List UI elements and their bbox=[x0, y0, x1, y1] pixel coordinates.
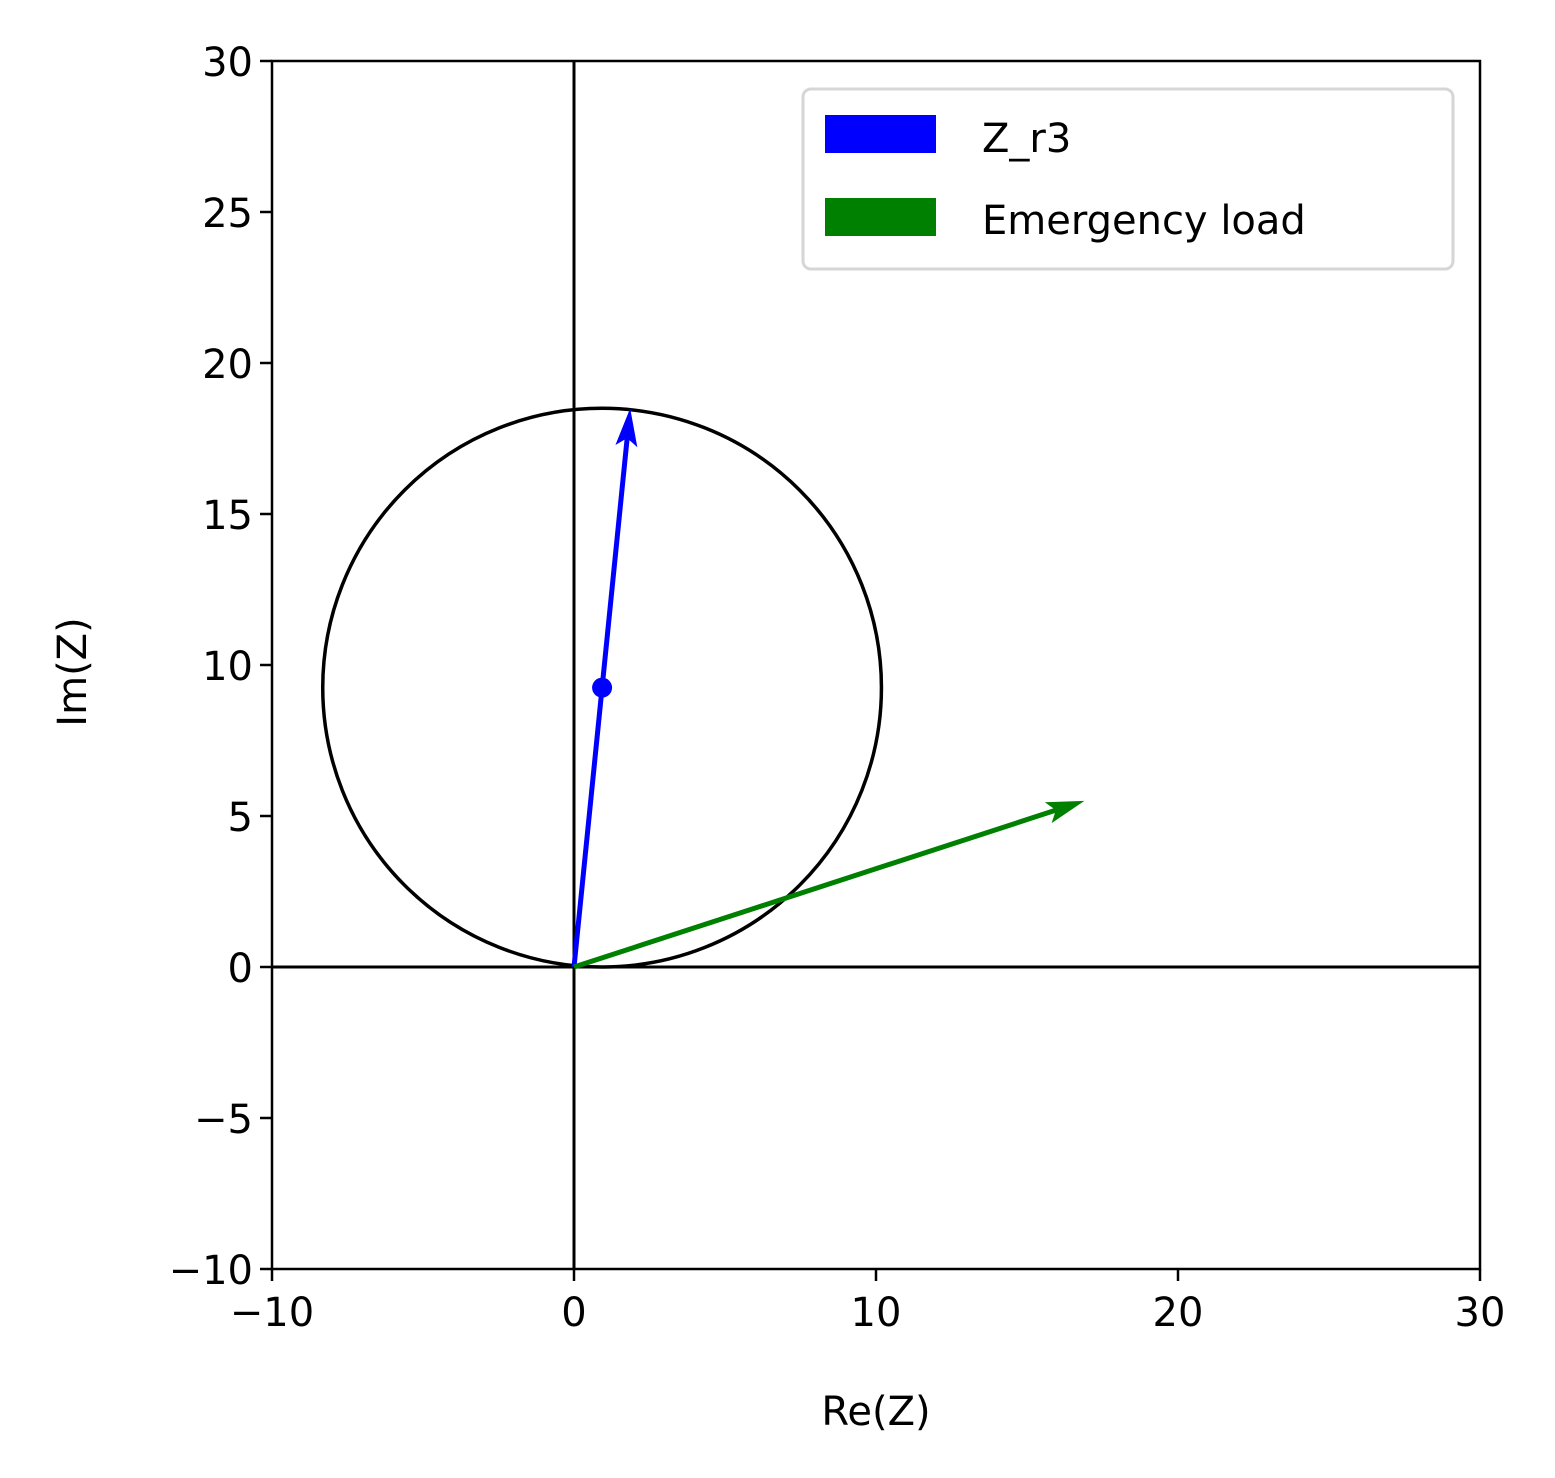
x-tick-label: 20 bbox=[1153, 1290, 1204, 1336]
y-tick-label: 5 bbox=[228, 795, 253, 841]
vector-shaft-z-r3 bbox=[571, 437, 630, 968]
y-tick-label: −5 bbox=[194, 1097, 253, 1143]
y-axis-label: Im(Z) bbox=[50, 617, 96, 726]
vector-head-z-r3 bbox=[615, 408, 638, 448]
y-tick-label: 0 bbox=[228, 946, 253, 992]
x-tick-label: 0 bbox=[561, 1290, 586, 1336]
y-tick-label: 20 bbox=[202, 342, 253, 388]
legend-frame bbox=[801, 87, 1455, 271]
legend-label-z-r3: Z_r3 bbox=[982, 116, 1071, 162]
legend: Z_r3 Emergency load bbox=[801, 87, 1455, 271]
legend-label-emergency-load: Emergency load bbox=[982, 198, 1306, 244]
ticks: −10 0 10 20 30 −10 −5 0 5 10 15 20 25 30 bbox=[169, 40, 1506, 1336]
y-tick-label: 25 bbox=[202, 191, 253, 237]
vector-head-emergency-load bbox=[1044, 800, 1085, 824]
x-tick-label: 30 bbox=[1455, 1290, 1506, 1336]
y-tick-label: 10 bbox=[202, 644, 253, 690]
vector-shaft-emergency-load bbox=[573, 807, 1057, 970]
plot-area bbox=[272, 61, 1480, 1269]
impedance-circle bbox=[320, 406, 884, 969]
x-axis-label: Re(Z) bbox=[821, 1389, 930, 1435]
x-tick-label: −10 bbox=[230, 1290, 314, 1336]
y-tick-label: 30 bbox=[202, 40, 253, 86]
y-tick-label: 15 bbox=[202, 493, 253, 539]
x-tick-label: 10 bbox=[851, 1290, 902, 1336]
legend-swatch-z-r3 bbox=[825, 115, 936, 153]
legend-swatch-emergency-load bbox=[825, 198, 936, 236]
y-tick-label: −10 bbox=[169, 1248, 253, 1294]
marker-z-r3 bbox=[592, 677, 613, 698]
